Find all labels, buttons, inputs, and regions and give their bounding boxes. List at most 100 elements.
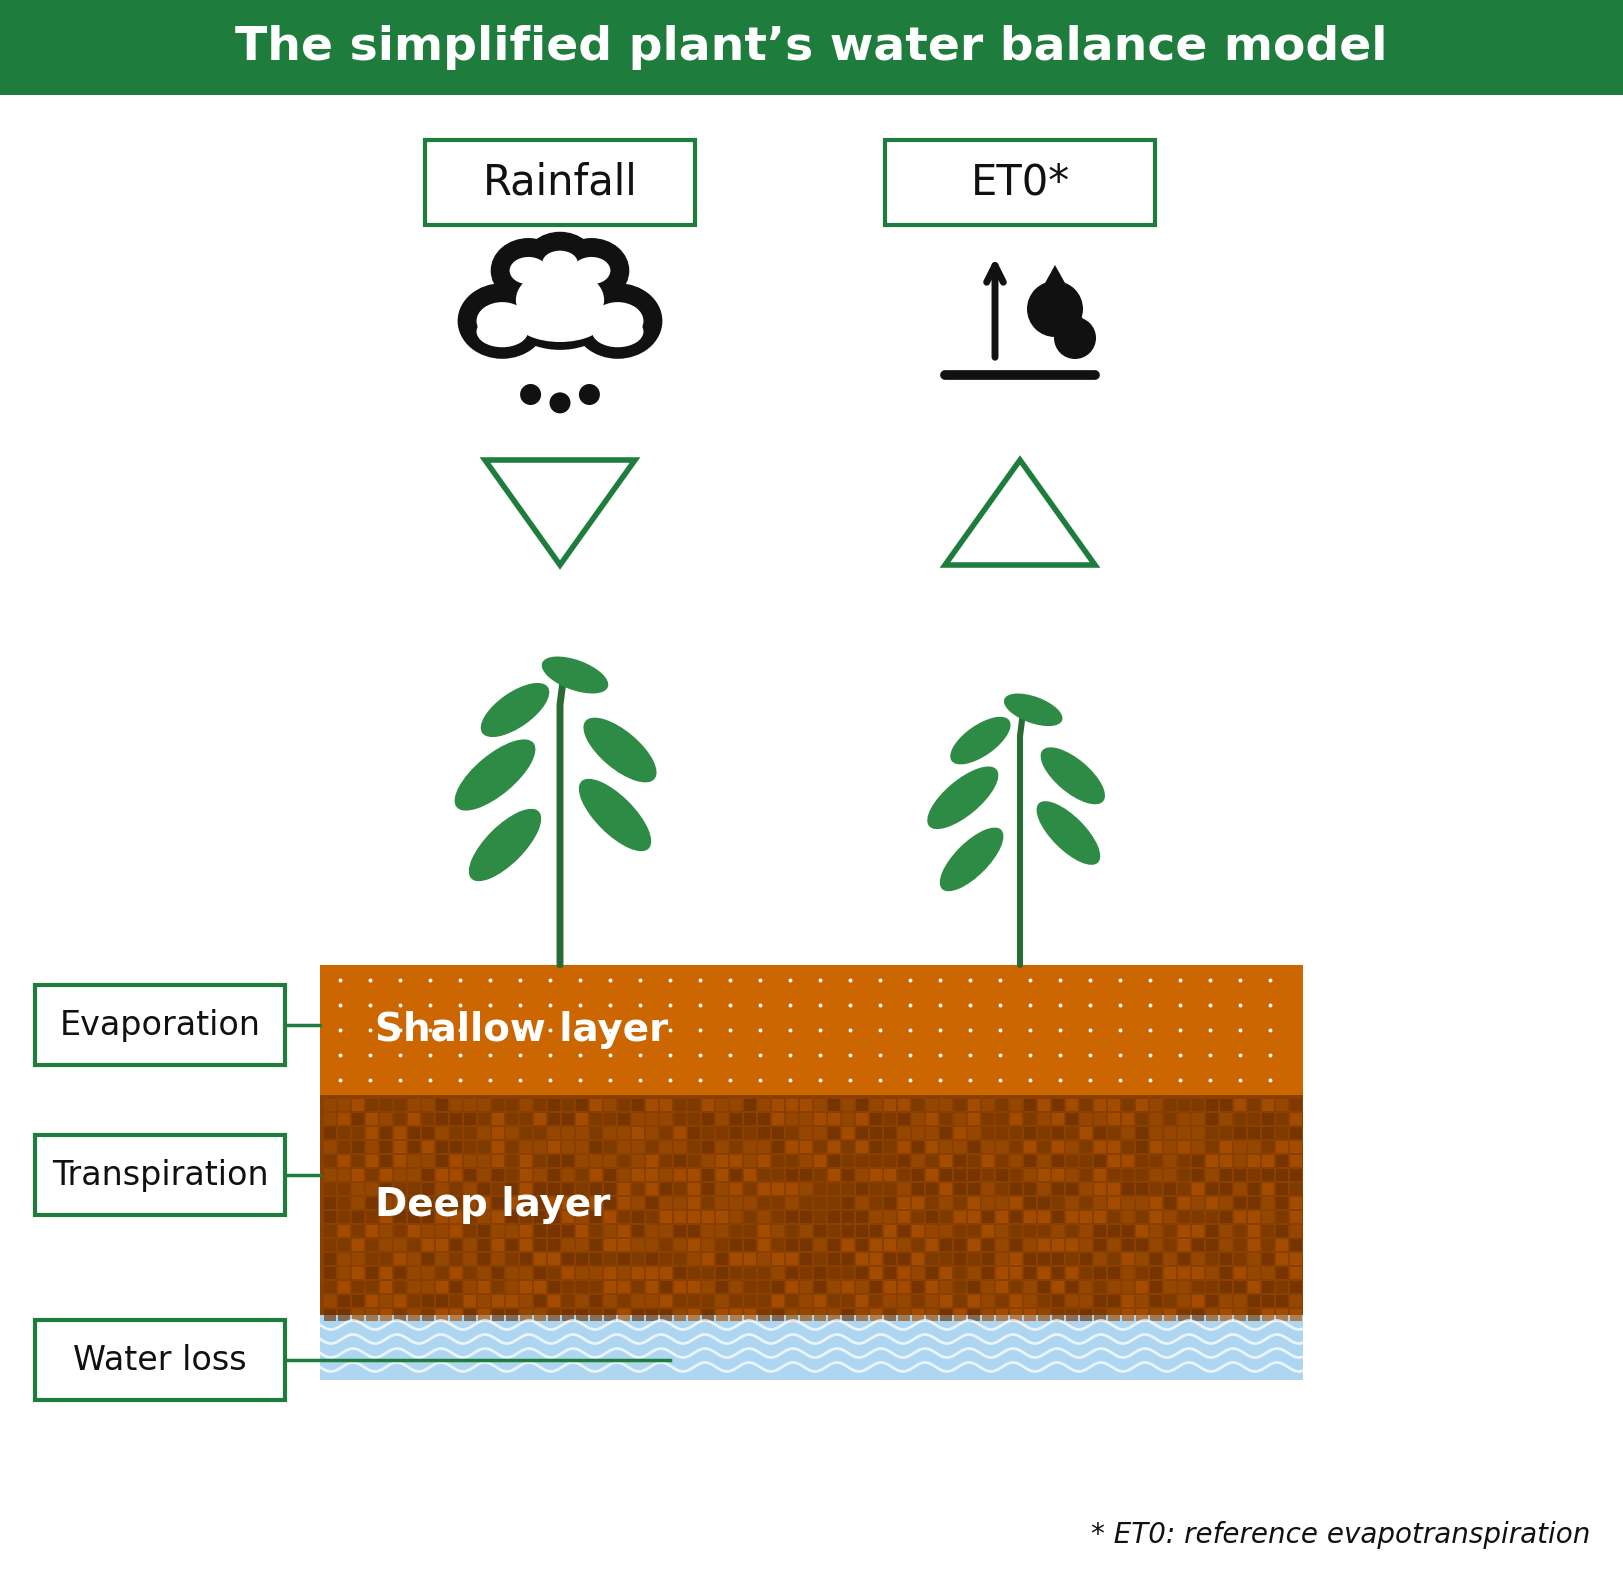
Polygon shape [1035,265,1074,301]
FancyBboxPatch shape [954,1309,966,1320]
FancyBboxPatch shape [730,1267,742,1280]
FancyBboxPatch shape [800,1127,812,1138]
FancyBboxPatch shape [1039,1127,1050,1138]
FancyBboxPatch shape [1263,1113,1274,1126]
FancyBboxPatch shape [758,1239,769,1251]
FancyBboxPatch shape [1276,1184,1289,1195]
FancyBboxPatch shape [967,1127,980,1138]
FancyBboxPatch shape [1136,1210,1147,1223]
FancyBboxPatch shape [1010,1184,1022,1195]
FancyBboxPatch shape [450,1141,463,1152]
FancyBboxPatch shape [380,1281,393,1294]
FancyBboxPatch shape [730,1239,742,1251]
Ellipse shape [542,656,609,694]
FancyBboxPatch shape [464,1225,476,1237]
FancyBboxPatch shape [1290,1099,1302,1112]
FancyBboxPatch shape [1290,1253,1302,1265]
FancyBboxPatch shape [870,1295,881,1306]
FancyBboxPatch shape [703,1196,714,1209]
FancyBboxPatch shape [1191,1141,1204,1152]
FancyBboxPatch shape [940,1225,953,1237]
FancyBboxPatch shape [1151,1113,1162,1126]
FancyBboxPatch shape [674,1239,687,1251]
FancyBboxPatch shape [1151,1196,1162,1209]
FancyBboxPatch shape [1024,1267,1035,1280]
FancyBboxPatch shape [492,1196,505,1209]
FancyBboxPatch shape [786,1267,799,1280]
Ellipse shape [592,316,643,347]
FancyBboxPatch shape [534,1127,545,1138]
FancyBboxPatch shape [534,1196,545,1209]
FancyBboxPatch shape [519,1295,532,1306]
FancyBboxPatch shape [758,1267,769,1280]
FancyBboxPatch shape [800,1210,812,1223]
FancyBboxPatch shape [422,1225,433,1237]
FancyBboxPatch shape [36,984,286,1064]
FancyBboxPatch shape [842,1099,854,1112]
FancyBboxPatch shape [912,1309,923,1320]
FancyBboxPatch shape [1052,1253,1065,1265]
FancyBboxPatch shape [1206,1295,1217,1306]
FancyBboxPatch shape [1010,1141,1022,1152]
FancyBboxPatch shape [855,1225,868,1237]
FancyBboxPatch shape [982,1239,993,1251]
FancyBboxPatch shape [1206,1184,1217,1195]
FancyBboxPatch shape [549,1210,560,1223]
FancyBboxPatch shape [604,1225,617,1237]
FancyBboxPatch shape [1191,1113,1204,1126]
FancyBboxPatch shape [842,1309,854,1320]
FancyBboxPatch shape [674,1309,687,1320]
FancyBboxPatch shape [661,1281,672,1294]
FancyBboxPatch shape [997,1239,1008,1251]
FancyBboxPatch shape [591,1184,602,1195]
FancyBboxPatch shape [352,1239,364,1251]
FancyBboxPatch shape [870,1253,881,1265]
FancyBboxPatch shape [367,1156,378,1167]
FancyBboxPatch shape [604,1295,617,1306]
FancyBboxPatch shape [1109,1309,1120,1320]
Ellipse shape [949,717,1011,765]
FancyBboxPatch shape [450,1239,463,1251]
FancyBboxPatch shape [1109,1099,1120,1112]
FancyBboxPatch shape [688,1127,700,1138]
FancyBboxPatch shape [1178,1141,1190,1152]
FancyBboxPatch shape [743,1225,756,1237]
FancyBboxPatch shape [674,1281,687,1294]
FancyBboxPatch shape [855,1184,868,1195]
FancyBboxPatch shape [1079,1113,1092,1126]
FancyBboxPatch shape [688,1267,700,1280]
FancyBboxPatch shape [716,1225,729,1237]
FancyBboxPatch shape [1136,1253,1147,1265]
FancyBboxPatch shape [1164,1184,1177,1195]
FancyBboxPatch shape [1191,1253,1204,1265]
FancyBboxPatch shape [1024,1196,1035,1209]
FancyBboxPatch shape [1220,1239,1232,1251]
FancyBboxPatch shape [576,1295,588,1306]
FancyBboxPatch shape [325,1184,336,1195]
FancyBboxPatch shape [604,1267,617,1280]
FancyBboxPatch shape [604,1309,617,1320]
FancyBboxPatch shape [940,1210,953,1223]
FancyBboxPatch shape [1010,1239,1022,1251]
FancyBboxPatch shape [688,1170,700,1181]
FancyBboxPatch shape [576,1170,588,1181]
FancyBboxPatch shape [1290,1210,1302,1223]
FancyBboxPatch shape [855,1170,868,1181]
FancyBboxPatch shape [743,1281,756,1294]
FancyBboxPatch shape [576,1196,588,1209]
FancyBboxPatch shape [773,1267,784,1280]
FancyBboxPatch shape [828,1156,841,1167]
FancyBboxPatch shape [1121,1156,1134,1167]
FancyBboxPatch shape [1109,1253,1120,1265]
FancyBboxPatch shape [576,1281,588,1294]
Ellipse shape [940,827,1003,892]
FancyBboxPatch shape [576,1141,588,1152]
FancyBboxPatch shape [492,1113,505,1126]
FancyBboxPatch shape [562,1156,575,1167]
FancyBboxPatch shape [1164,1225,1177,1237]
Ellipse shape [1005,694,1063,725]
FancyBboxPatch shape [885,1239,896,1251]
FancyBboxPatch shape [352,1295,364,1306]
FancyBboxPatch shape [1164,1295,1177,1306]
FancyBboxPatch shape [352,1170,364,1181]
